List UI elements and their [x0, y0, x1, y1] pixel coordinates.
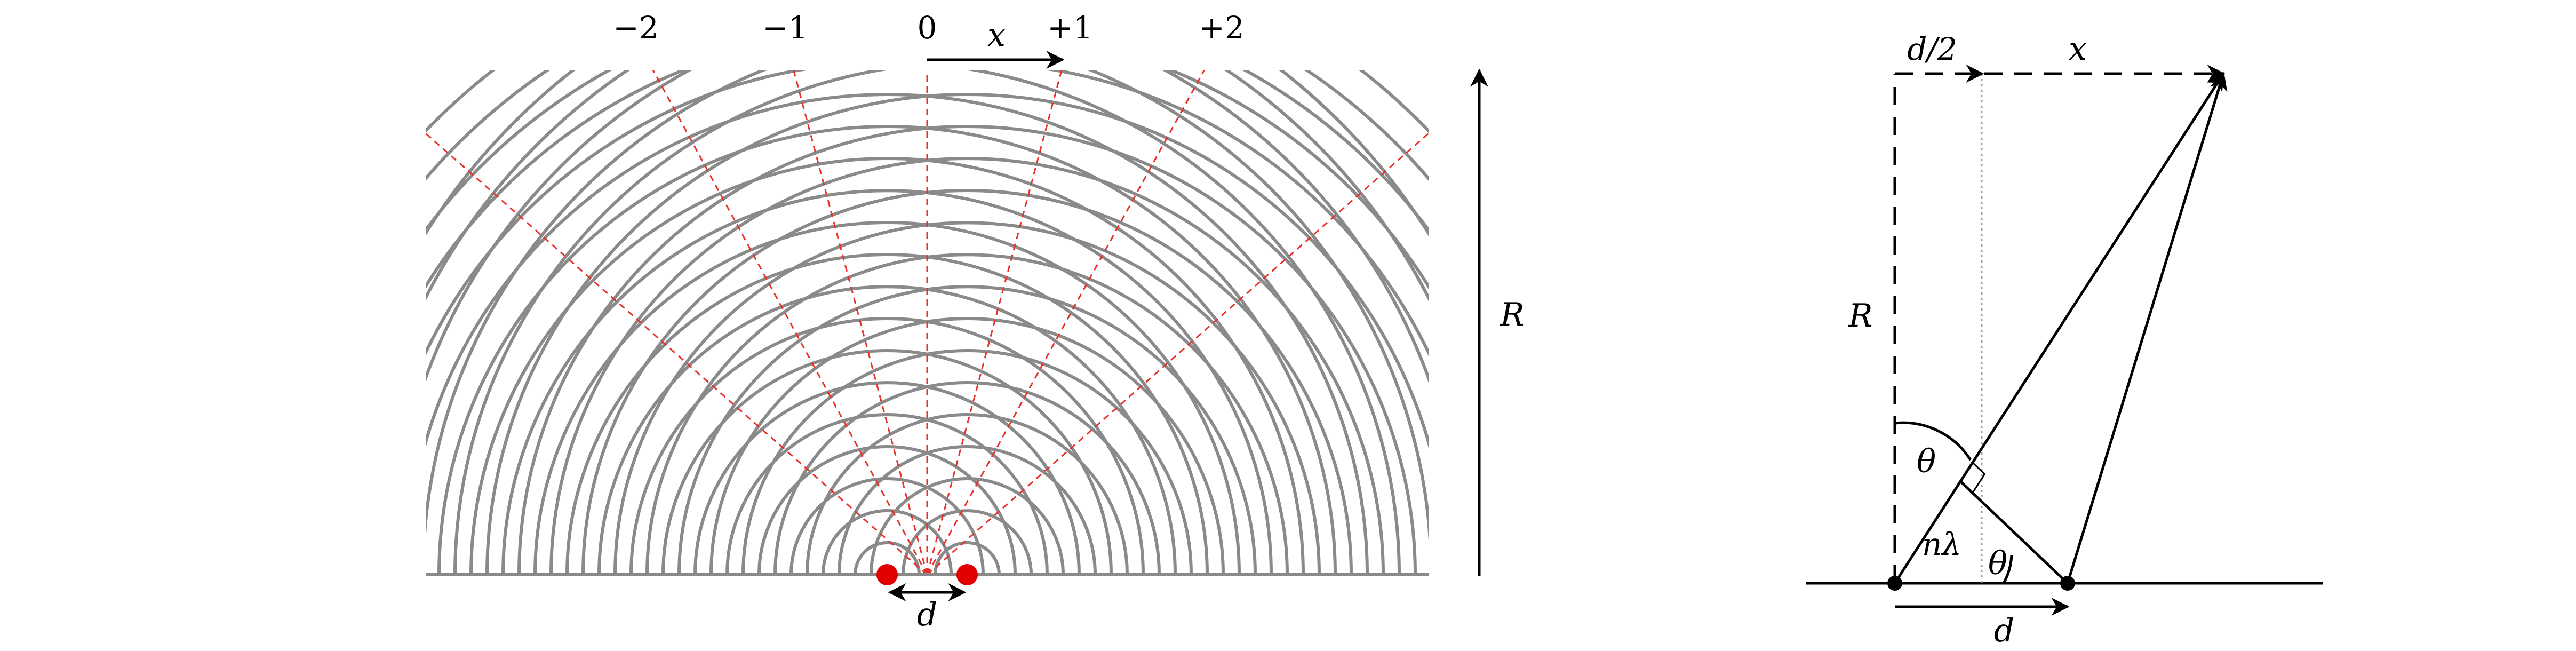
- theta-bottom-arc: [2002, 554, 2013, 584]
- slit-point-left: [1887, 576, 1902, 591]
- theta-bottom-label: θ: [1988, 545, 2007, 582]
- antinodal-line: [793, 70, 928, 575]
- order-label-plus-1: +1: [1047, 10, 1093, 46]
- r-axis-label: R: [1500, 296, 1524, 334]
- wavefront-arc: [597, 285, 1177, 575]
- wavefront-arc: [934, 541, 1001, 575]
- wavefront-arc: [517, 125, 1417, 575]
- wavefront-arc: [870, 477, 1065, 575]
- wavefront-arc: [426, 70, 1429, 542]
- slit-separation-label: d: [917, 596, 937, 633]
- wavefront-arc: [485, 93, 1429, 575]
- right-r-label: R: [1848, 297, 1872, 335]
- wavefront-arc: [533, 221, 1241, 575]
- antinodal-lines: [426, 70, 1429, 575]
- antinodal-line: [652, 70, 928, 575]
- half-d-label: d/2: [1907, 31, 1957, 67]
- wavefront-arc: [426, 70, 1429, 383]
- theta-top-label: θ: [1917, 443, 1936, 480]
- wavefront-arc: [549, 157, 1385, 575]
- right-angle-marker: [1972, 462, 1986, 494]
- right-d-label: d: [1994, 612, 2014, 649]
- interference-pattern-panel: d −2 −1 0 +1 +2 x R: [426, 10, 1525, 633]
- wavefront-arc: [741, 349, 1193, 575]
- wavefront-arc: [426, 70, 1429, 383]
- wavefront-arc: [426, 93, 1369, 575]
- wavefront-arc: [709, 317, 1225, 575]
- order-label-minus-1: −1: [762, 10, 808, 46]
- slit-point-right: [2060, 576, 2075, 591]
- wavefront-arc: [773, 381, 1161, 575]
- wavefront-arc: [645, 253, 1289, 575]
- wavefront-arc: [469, 157, 1305, 575]
- wavefront-arc: [806, 413, 1129, 575]
- wavefront-arc: [613, 221, 1321, 575]
- wavefront-arc: [629, 317, 1145, 575]
- ray-right: [2066, 72, 2228, 584]
- order-label-zero: 0: [918, 10, 937, 46]
- wavefront-arc: [581, 189, 1353, 575]
- wavefront-arc: [838, 445, 1097, 575]
- wavefront-arc: [661, 349, 1113, 575]
- order-label-minus-2: −2: [613, 10, 659, 46]
- wavefront-arc: [426, 70, 1401, 575]
- wavefront-arc: [757, 445, 1017, 575]
- antinodal-line: [926, 70, 1063, 575]
- ray-left: [1893, 72, 2225, 584]
- wavefront-arc: [677, 285, 1257, 575]
- wavefront-arc: [789, 477, 985, 575]
- source-right: [956, 564, 978, 585]
- wavefront-arc: [453, 70, 1429, 575]
- source-left: [876, 564, 898, 585]
- right-x-label: x: [2069, 30, 2087, 68]
- wavefront-arc: [426, 70, 1429, 542]
- path-difference-perpendicular: [1960, 481, 2069, 584]
- wavefront-arc: [854, 541, 921, 575]
- antinodal-line: [926, 70, 1205, 575]
- order-label-plus-2: +2: [1199, 10, 1245, 46]
- theta-top-arc: [1894, 421, 1972, 461]
- wavefront-arc: [565, 253, 1209, 575]
- geometry-panel: d/2 x R θ θ nλ d: [1806, 30, 2323, 649]
- wavefront-arc: [426, 70, 1429, 301]
- wavefronts: [426, 70, 1429, 575]
- wavefront-arc: [501, 189, 1273, 575]
- wavefront-arc: [426, 70, 1429, 301]
- x-axis-label: x: [987, 17, 1006, 54]
- wavefront-arc: [437, 125, 1337, 575]
- n-lambda-label: nλ: [1922, 526, 1961, 562]
- wavefront-arc: [902, 509, 1033, 575]
